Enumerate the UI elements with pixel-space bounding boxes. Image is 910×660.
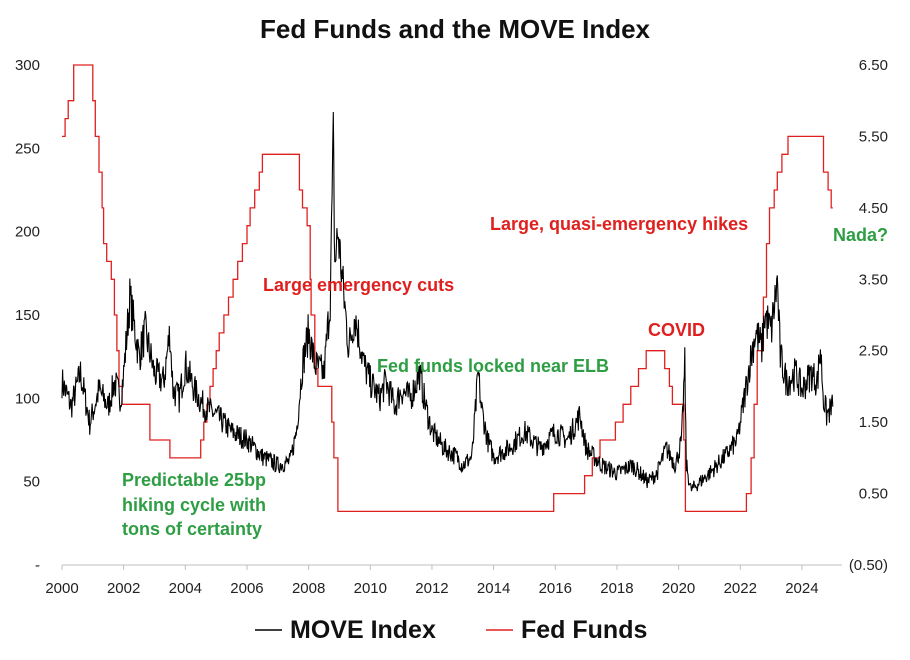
x-tick-label: 2016 (539, 580, 572, 597)
annotation-large-emergency-cuts: Large emergency cuts (263, 275, 454, 295)
right-tick-label: 0.50 (859, 486, 888, 503)
right-axis-ticks: (0.50) 0.50 1.50 2.50 3.50 4.50 5.50 6.50 (849, 57, 888, 574)
x-tick-label: 2006 (230, 580, 263, 597)
x-tick-label: 2014 (477, 580, 510, 597)
x-tick-label: 2022 (724, 580, 757, 597)
left-tick-label: 50 (23, 474, 40, 491)
annotation-nada: Nada? (833, 225, 888, 245)
legend: MOVE Index Fed Funds (255, 616, 647, 644)
series-move-index-line (61, 111, 834, 492)
left-tick-label: 300 (15, 57, 40, 74)
x-tick-label: 2012 (415, 580, 448, 597)
x-tick-label: 2008 (292, 580, 325, 597)
left-tick-label: 100 (15, 390, 40, 407)
right-tick-label: 4.50 (859, 200, 888, 217)
legend-move-label: MOVE Index (290, 616, 436, 644)
x-tick-label: 2010 (354, 580, 387, 597)
left-tick-label: - (35, 557, 40, 574)
x-tick-label: 2020 (662, 580, 695, 597)
right-tick-label: 2.50 (859, 343, 888, 360)
chart-title: Fed Funds and the MOVE Index (260, 14, 651, 44)
right-tick-label: (0.50) (849, 557, 888, 574)
annotation-predictable-line-2: hiking cycle with (122, 495, 266, 515)
right-tick-label: 1.50 (859, 414, 888, 431)
left-tick-label: 250 (15, 140, 40, 157)
annotation-locked-near-elb: Fed funds locked near ELB (377, 356, 609, 376)
x-tick-label: 2000 (45, 580, 78, 597)
annotation-predictable-line-1: Predictable 25bp (122, 470, 266, 490)
x-tick-label: 2024 (785, 580, 818, 597)
x-tick-label: 2002 (107, 580, 140, 597)
annotation-quasi-emergency-hikes: Large, quasi-emergency hikes (490, 214, 748, 234)
annotation-predictable-line-3: tons of certainty (122, 519, 262, 539)
left-tick-label: 150 (15, 307, 40, 324)
legend-fed-label: Fed Funds (521, 616, 647, 644)
x-tick-label: 2018 (600, 580, 633, 597)
right-tick-label: 6.50 (859, 57, 888, 74)
annotations: Large emergency cuts Large, quasi-emerge… (122, 214, 888, 539)
series-fed-funds-line (62, 64, 833, 513)
annotation-covid: COVID (648, 320, 705, 340)
x-tick-label: 2004 (169, 580, 202, 597)
x-axis-ticks: 2000 2002 2004 2006 2008 2010 2012 2014 2016 2018… (45, 565, 819, 597)
left-axis-ticks: - 50 100 150 200 250 300 (15, 57, 40, 574)
left-tick-label: 200 (15, 224, 40, 241)
right-tick-label: 5.50 (859, 128, 888, 145)
right-tick-label: 3.50 (859, 271, 888, 288)
